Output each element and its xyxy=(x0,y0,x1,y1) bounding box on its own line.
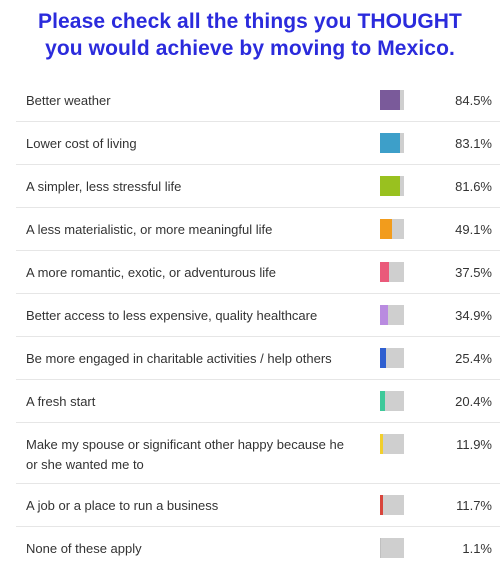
response-bar-track xyxy=(380,391,404,411)
response-label: A more romantic, exotic, or adventurous … xyxy=(26,265,277,280)
response-row: A fresh start 20.4% xyxy=(16,380,500,423)
response-percent: 37.5% xyxy=(455,265,492,280)
response-bar-fill xyxy=(380,219,392,239)
response-bar-track xyxy=(380,133,404,153)
response-percent: 84.5% xyxy=(455,93,492,108)
response-percent: 25.4% xyxy=(455,351,492,366)
response-list: Better weather 84.5% Lower cost of living 8… xyxy=(16,79,500,569)
response-label: Be more engaged in charitable activities… xyxy=(26,351,332,366)
response-label: A job or a place to run a business xyxy=(26,498,219,513)
response-bar-track xyxy=(380,348,404,368)
response-percent: 11.7% xyxy=(456,498,492,513)
response-bar-track xyxy=(380,495,404,515)
response-bar-fill xyxy=(380,133,400,153)
response-row: Better access to less expensive, quality… xyxy=(16,294,500,337)
response-label: Better access to less expensive, quality… xyxy=(26,308,318,323)
response-percent: 83.1% xyxy=(455,136,492,151)
chart-title: Please check all the things you THOUGHT … xyxy=(0,8,500,62)
response-row: None of these apply 1.1% xyxy=(16,527,500,569)
response-row: Lower cost of living 83.1% xyxy=(16,122,500,165)
response-row: A less materialistic, or more meaningful… xyxy=(16,208,500,251)
response-percent: 81.6% xyxy=(455,179,492,194)
response-bar-fill xyxy=(380,538,381,558)
response-row: Make my spouse or significant other happ… xyxy=(16,423,500,484)
response-bar-fill xyxy=(380,176,400,196)
response-percent: 34.9% xyxy=(455,308,492,323)
response-bar-fill xyxy=(380,262,389,282)
response-bar-track xyxy=(380,538,404,558)
response-label: A fresh start xyxy=(26,394,96,409)
response-bar-track xyxy=(380,90,404,110)
response-row: A simpler, less stressful life 81.6% xyxy=(16,165,500,208)
response-bar-fill xyxy=(380,434,383,454)
chart-title-line-2: you would achieve by moving to Mexico. xyxy=(45,37,455,60)
response-label: A simpler, less stressful life xyxy=(26,179,182,194)
chart-title-line-1: Please check all the things you THOUGHT xyxy=(37,10,462,33)
response-percent: 20.4% xyxy=(455,394,492,409)
response-bar-fill xyxy=(380,90,400,110)
response-row: A job or a place to run a business 11.7% xyxy=(16,484,500,527)
response-label: A less materialistic, or more meaningful… xyxy=(26,222,273,237)
response-bar-fill xyxy=(380,495,383,515)
response-bar-track xyxy=(380,176,404,196)
response-row: A more romantic, exotic, or adventurous … xyxy=(16,251,500,294)
response-label: None of these apply xyxy=(26,541,142,556)
response-row: Better weather 84.5% xyxy=(16,79,500,122)
response-bar-track xyxy=(380,305,404,325)
response-label: Make my spouse or significant other happ… xyxy=(26,437,344,472)
response-bar-fill xyxy=(380,348,386,368)
response-bar-fill xyxy=(380,305,388,325)
response-label: Lower cost of living xyxy=(26,136,137,151)
response-bar-track xyxy=(380,434,404,454)
response-percent: 49.1% xyxy=(455,222,492,237)
response-label: Better weather xyxy=(26,93,111,108)
response-bar-fill xyxy=(380,391,385,411)
response-bar-track xyxy=(380,262,404,282)
response-bar-track xyxy=(380,219,404,239)
response-percent: 11.9% xyxy=(456,437,492,452)
response-row: Be more engaged in charitable activities… xyxy=(16,337,500,380)
response-percent: 1.1% xyxy=(462,541,492,556)
